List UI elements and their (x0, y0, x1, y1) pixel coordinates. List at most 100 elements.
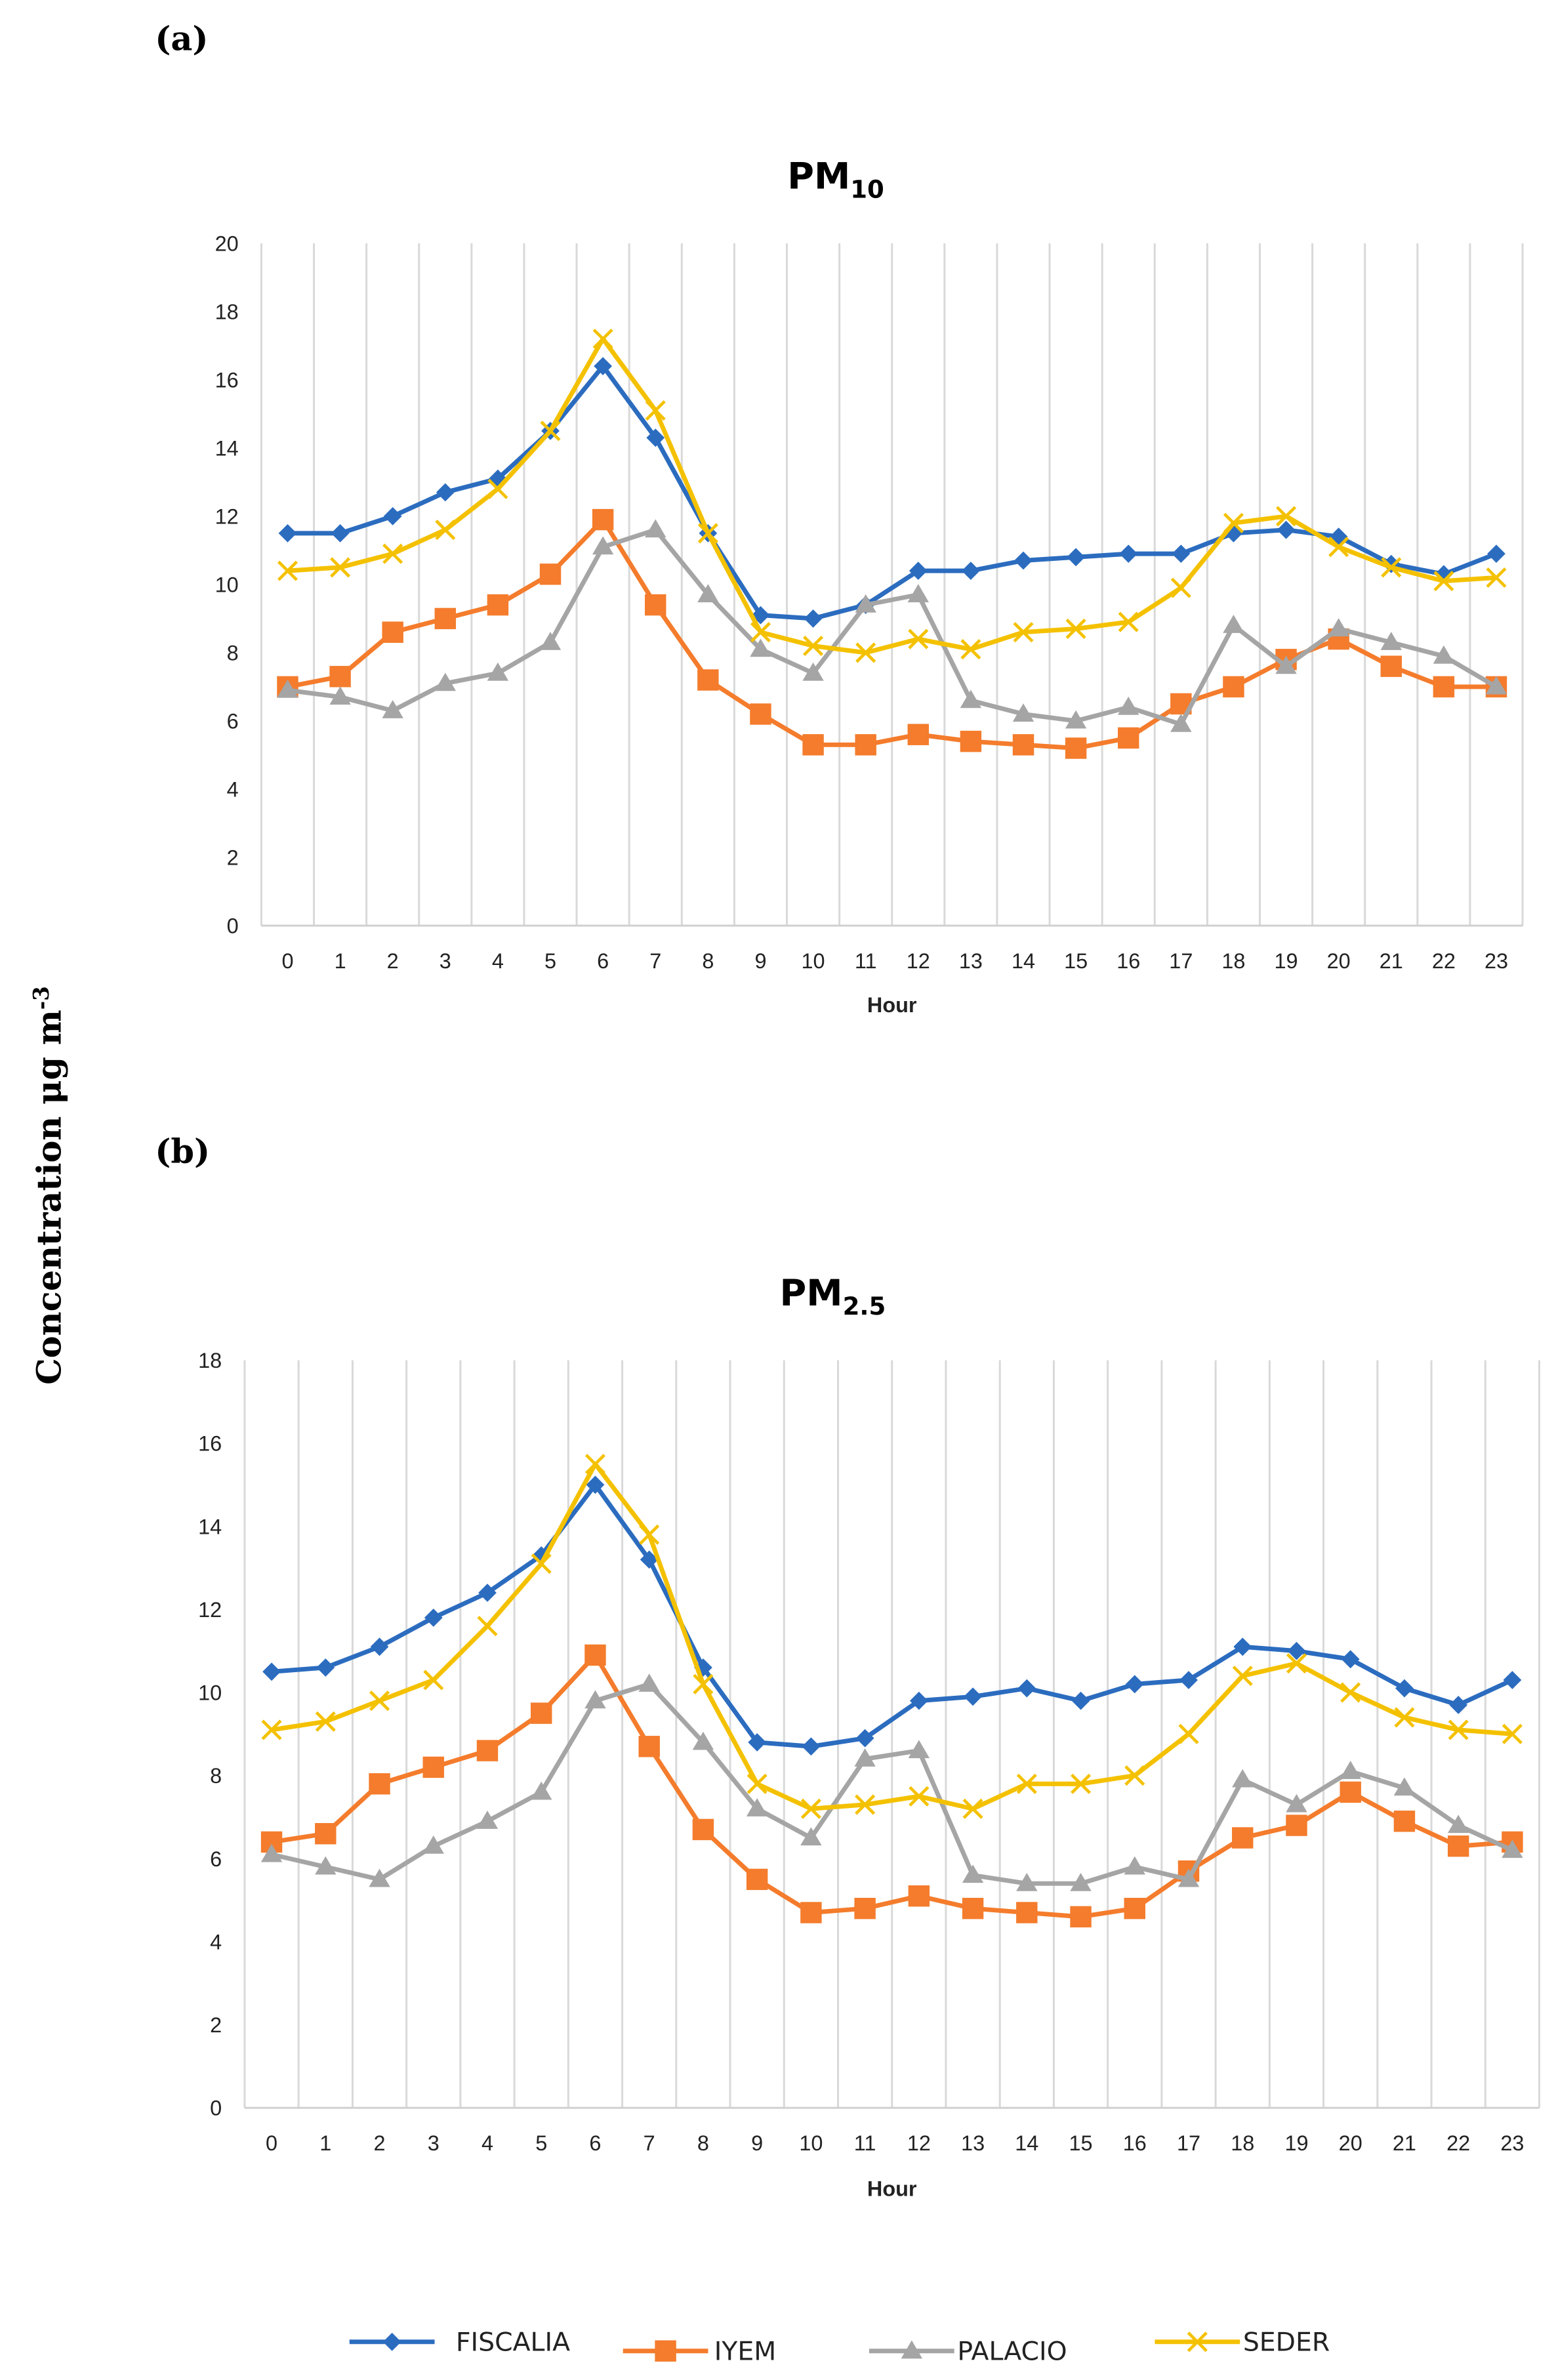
y-tick-label: 18 (198, 1349, 222, 1372)
y-tick-label: 4 (227, 778, 239, 802)
data-point (802, 1737, 821, 1756)
data-point (1287, 1641, 1306, 1660)
data-point (424, 1609, 443, 1627)
x-tick-label: 5 (544, 949, 556, 973)
data-point (435, 520, 456, 541)
data-point (1447, 1815, 1469, 1834)
data-point (1071, 1691, 1090, 1710)
data-point (315, 1823, 337, 1845)
data-point (369, 1691, 390, 1712)
data-point (1170, 713, 1192, 732)
data-point (584, 1690, 606, 1709)
series-seder (261, 1454, 1523, 1819)
data-point (800, 1798, 821, 1819)
data-point (277, 560, 298, 581)
data-point (1433, 571, 1454, 592)
data-point (1341, 1650, 1360, 1669)
data-point (746, 1798, 768, 1816)
data-point (1380, 632, 1402, 650)
data-point (382, 621, 403, 643)
x-tick-label: 17 (1169, 949, 1193, 973)
data-point (316, 1658, 335, 1677)
legend-item-palacio: PALACIO (869, 2337, 1067, 2367)
data-point (369, 1773, 390, 1795)
x-tick-label: 0 (266, 2131, 277, 2155)
data-point (962, 1798, 983, 1819)
data-point (646, 428, 665, 447)
data-point (1340, 1781, 1361, 1803)
chart-title: PM10 (787, 155, 884, 203)
y-tick-label: 16 (198, 1432, 222, 1456)
x-tick-label: 7 (644, 2131, 655, 2155)
x-axis-title: Hour (867, 2177, 917, 2200)
x-tick-label: 18 (1221, 949, 1245, 973)
data-point (751, 605, 770, 625)
series-palacio (277, 519, 1507, 732)
x-tick-label: 13 (961, 2131, 985, 2155)
data-point (594, 357, 613, 375)
data-point (1179, 1671, 1198, 1689)
x-tick-label: 8 (702, 949, 714, 973)
data-point (1065, 710, 1087, 729)
data-point (645, 594, 666, 616)
data-point (645, 519, 666, 538)
data-point (1233, 1637, 1252, 1656)
data-point (586, 1475, 605, 1494)
data-point (1070, 1906, 1092, 1928)
data-point (1223, 676, 1244, 698)
data-point (369, 1868, 390, 1887)
data-point (1118, 727, 1139, 749)
y-tick-label: 14 (198, 1515, 222, 1538)
data-point (697, 669, 719, 691)
data-point (382, 700, 403, 718)
data-point (329, 686, 351, 705)
legend-item-iyem: IYEM (623, 2337, 776, 2367)
data-point (592, 536, 614, 555)
data-point (855, 1794, 876, 1815)
x-tick-label: 4 (492, 949, 504, 973)
x-tick-label: 3 (440, 949, 451, 973)
data-point (640, 1550, 659, 1569)
data-point (909, 1691, 928, 1710)
data-point (1393, 1811, 1416, 1832)
data-point (1286, 1794, 1307, 1813)
data-point (1016, 1872, 1038, 1891)
y-tick-label: 20 (215, 232, 239, 255)
x-tick-label: 23 (1484, 949, 1508, 973)
data-point (961, 562, 980, 581)
data-point (746, 1868, 768, 1891)
data-point (1503, 1671, 1522, 1689)
data-point (1017, 1679, 1036, 1698)
data-point (1124, 1856, 1145, 1875)
x-tick-label: 10 (799, 2131, 823, 2155)
data-point (1448, 1719, 1469, 1740)
legend-item-seder: SEDER (1155, 2328, 1330, 2358)
x-tick-label: 19 (1284, 2131, 1308, 2155)
x-tick-label: 20 (1327, 949, 1351, 973)
data-point (800, 1902, 822, 1923)
data-point (422, 1836, 444, 1854)
data-point (315, 1856, 337, 1875)
data-point (748, 1733, 767, 1752)
data-point (1172, 544, 1191, 564)
x-tick-label: 1 (319, 2131, 331, 2155)
data-point (531, 1781, 552, 1800)
data-point (261, 1719, 282, 1740)
x-tick-label: 15 (1064, 949, 1088, 973)
series-iyem (260, 1644, 1523, 1928)
x-tick-label: 9 (754, 949, 766, 973)
data-point (1277, 520, 1296, 539)
x-tick-label: 1 (335, 949, 346, 973)
legend: FISCALIA IYEM PALACIO SEDER (349, 2328, 1330, 2367)
y-tick-label: 8 (227, 642, 239, 665)
data-point (476, 1740, 499, 1761)
panel-label: (b) (155, 1132, 210, 1171)
x-axis-title: Hour (867, 993, 917, 1017)
data-point (1381, 557, 1402, 578)
data-point (487, 662, 509, 681)
x-tick-label: 2 (387, 949, 399, 973)
data-point (855, 1729, 874, 1748)
data-point (260, 1843, 283, 1862)
data-point (800, 1827, 822, 1846)
data-point (803, 635, 824, 657)
